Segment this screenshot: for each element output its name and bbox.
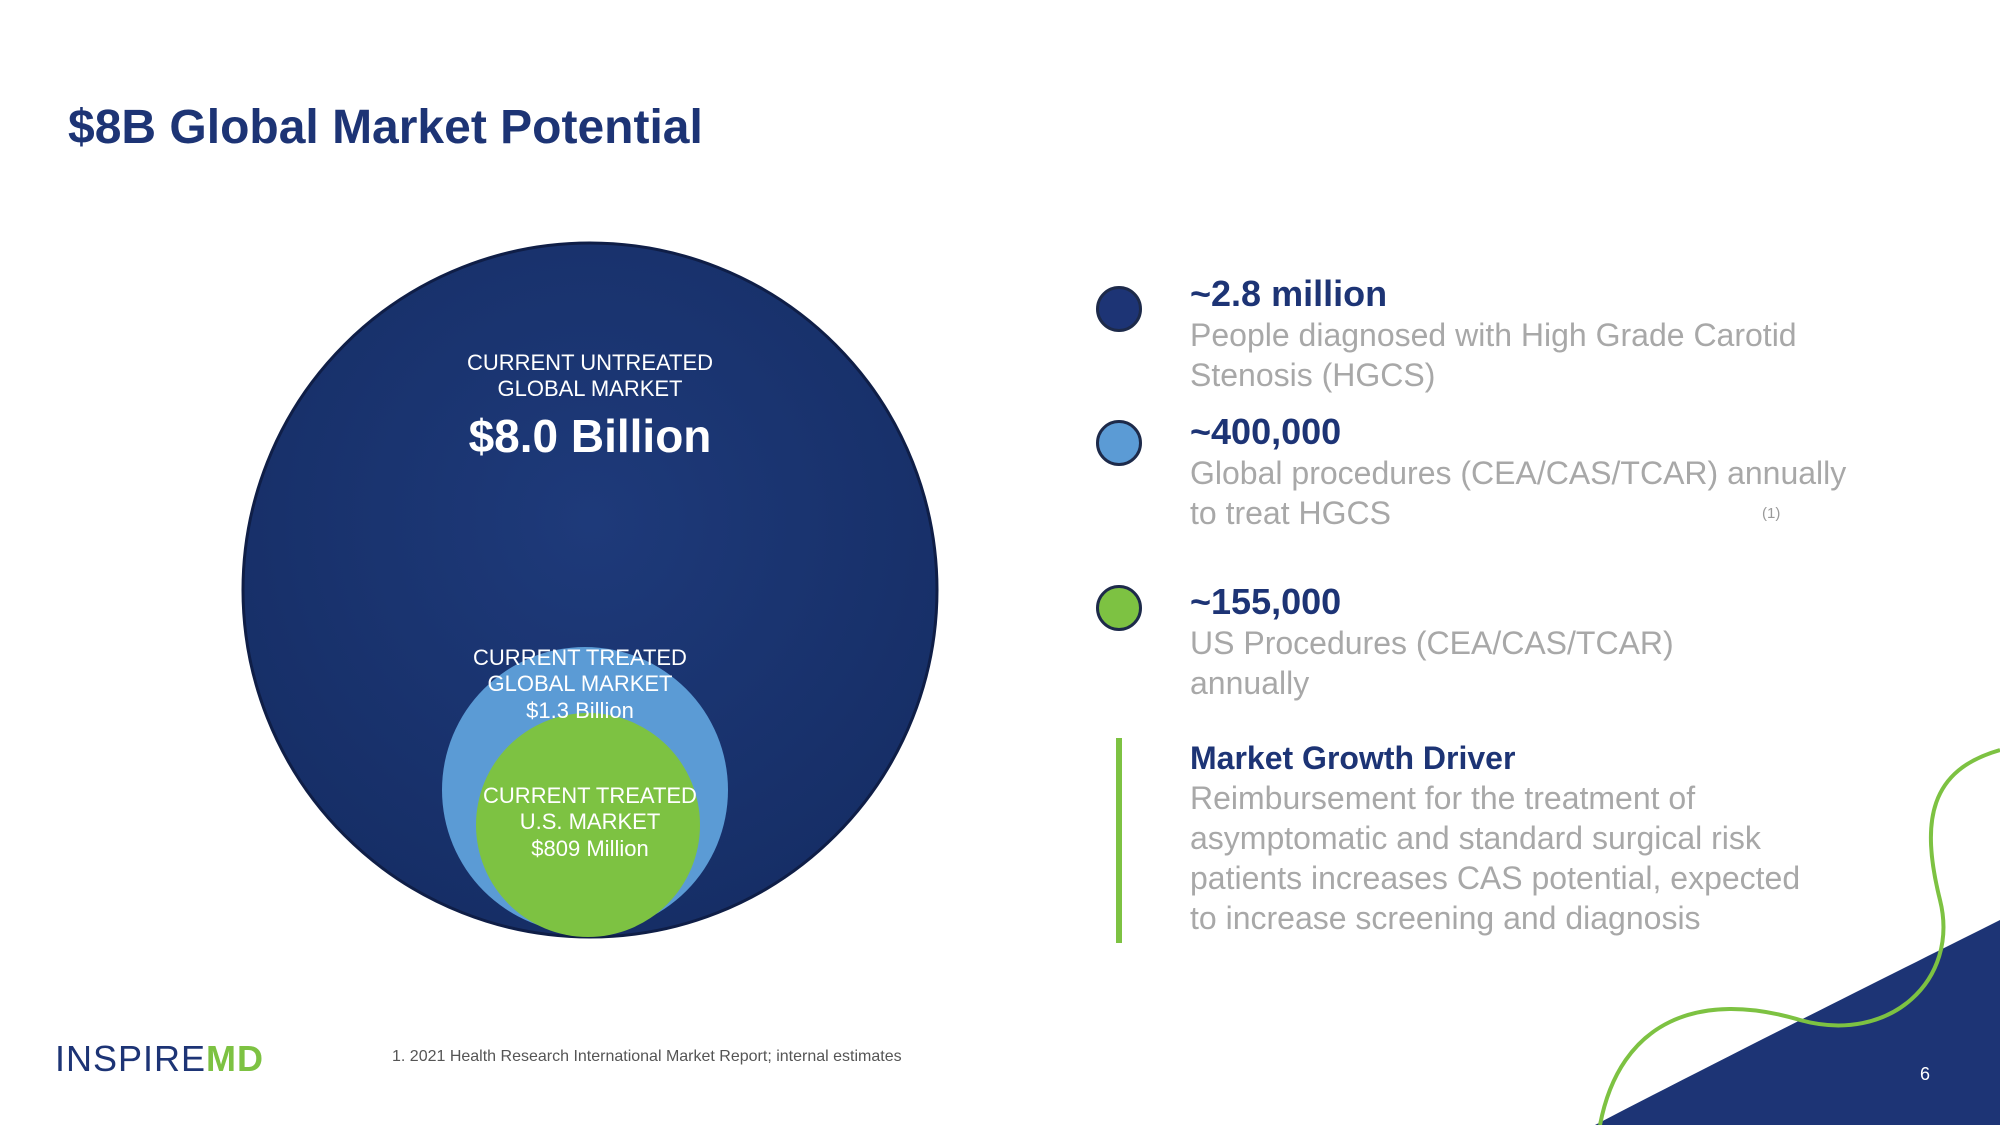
- stat-description-line2: to treat HGCS: [1190, 495, 1391, 532]
- driver-line2: asymptomatic and standard surgical risk: [1190, 820, 1761, 856]
- stat-description-line1: People diagnosed with High Grade Carotid: [1190, 317, 1797, 354]
- footnote: 1. 2021 Health Research International Ma…: [392, 1048, 902, 1065]
- page-title: $8B Global Market Potential: [68, 101, 703, 154]
- logo-md-text: MD: [206, 1038, 265, 1079]
- stat-number: ~155,000: [1190, 581, 1342, 622]
- stat-description-line1: Global procedures (CEA/CAS/TCAR) annuall…: [1190, 455, 1847, 492]
- driver-line1: Reimbursement for the treatment of: [1190, 780, 1696, 816]
- driver-line4: to increase screening and diagnosis: [1190, 900, 1701, 936]
- stat-number: ~400,000: [1190, 411, 1342, 452]
- navy-corner-shape: [1595, 920, 2000, 1125]
- treated-global-value: $1.3 Billion: [526, 697, 634, 723]
- untreated-market-label: CURRENT UNTREATED GLOBAL MARKET $8.0 Bil…: [390, 350, 790, 464]
- treated-global-label-line1: CURRENT TREATED: [473, 645, 687, 670]
- logo-main-text: INSPIRE: [55, 1038, 207, 1079]
- treated-us-label-line2: U.S. MARKET: [519, 809, 661, 835]
- stat-number: ~2.8 million: [1190, 273, 1388, 314]
- untreated-value: $8.0 Billion: [468, 409, 712, 462]
- treated-us-market-label: CURRENT TREATED U.S. MARKET $809 Million: [470, 783, 710, 862]
- treated-us-market-circle: [476, 713, 700, 937]
- company-logo: INSPIREMD: [55, 1038, 264, 1080]
- stat-description-line1: US Procedures (CEA/CAS/TCAR): [1190, 625, 1674, 662]
- treated-global-label-line2: GLOBAL MARKET: [487, 671, 673, 697]
- driver-accent-bar: [1116, 738, 1122, 943]
- stat-dot-light-blue: [1096, 420, 1142, 466]
- stat-dot-green: [1096, 585, 1142, 631]
- market-growth-driver: Market Growth Driver Reimbursement for t…: [1190, 738, 1870, 938]
- stat-dot-navy: [1096, 286, 1142, 332]
- untreated-label-line1: CURRENT UNTREATED: [466, 350, 714, 375]
- treated-global-market-label: CURRENT TREATED GLOBAL MARKET $1.3 Billi…: [420, 645, 740, 724]
- stat-global-procedures: ~400,000 Global procedures (CEA/CAS/TCAR…: [1190, 410, 1890, 533]
- driver-heading: Market Growth Driver: [1190, 740, 1516, 776]
- stat-us-procedures: ~155,000 US Procedures (CEA/CAS/TCAR) an…: [1190, 580, 1890, 703]
- untreated-label-line2: GLOBAL MARKET: [497, 376, 683, 402]
- treated-us-label-line1: CURRENT TREATED: [483, 783, 697, 808]
- treated-us-value: $809 Million: [531, 835, 649, 861]
- stat-description-line2: annually: [1190, 665, 1310, 702]
- stat-description-line2: Stenosis (HGCS): [1190, 357, 1436, 394]
- driver-line3: patients increases CAS potential, expect…: [1190, 860, 1801, 896]
- untreated-market-circle: [241, 241, 939, 939]
- green-swirl-line: [1598, 748, 2000, 1125]
- stat-diagnosed: ~2.8 million People diagnosed with High …: [1190, 272, 1890, 395]
- page-number: 6: [1920, 1064, 1931, 1084]
- footnote-reference: (1): [1762, 505, 1781, 522]
